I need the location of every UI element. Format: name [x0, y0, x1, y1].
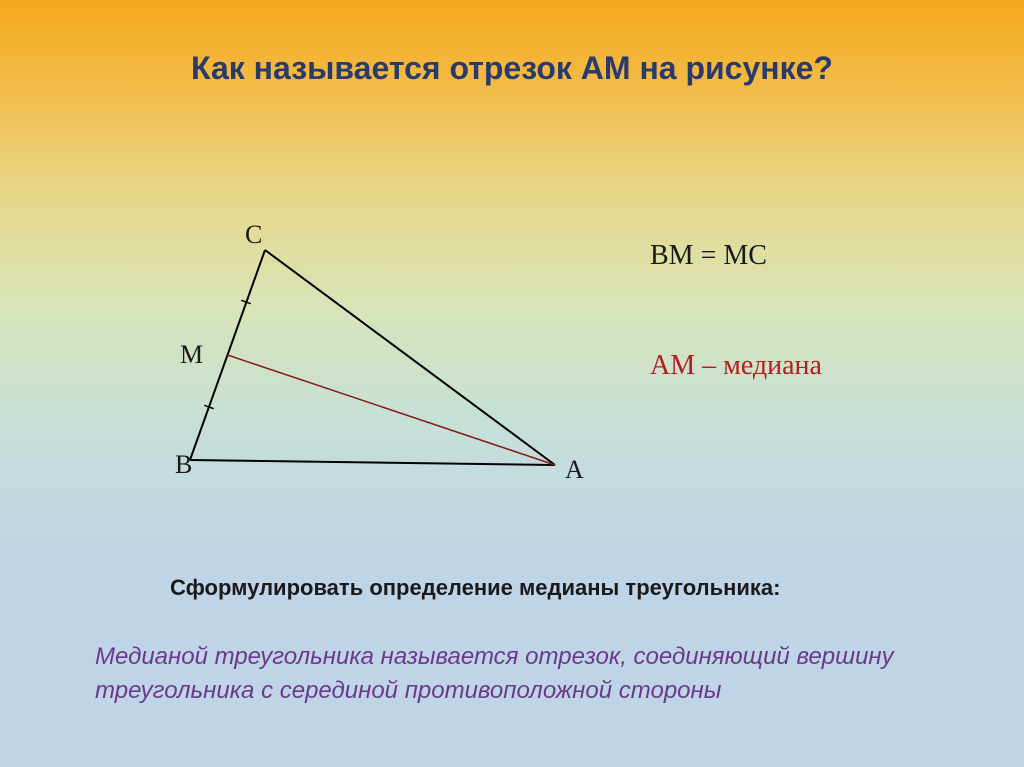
vertex-label-b: B: [175, 450, 192, 480]
page-title: Как называется отрезок АМ на рисунке?: [0, 0, 1024, 87]
triangle-diagram: C M B A: [130, 240, 570, 520]
triangle-svg: [130, 240, 570, 500]
definition-prompt: Сформулировать определение медианы треуг…: [170, 575, 780, 601]
vertex-label-m: M: [180, 340, 203, 370]
vertex-label-a: A: [565, 455, 584, 485]
definition-text: Медианой треугольника называется отрезок…: [95, 640, 945, 707]
equation-text: ВМ = МС: [650, 240, 767, 272]
answer-text: АМ – медиана: [650, 350, 822, 382]
vertex-label-c: C: [245, 220, 262, 250]
